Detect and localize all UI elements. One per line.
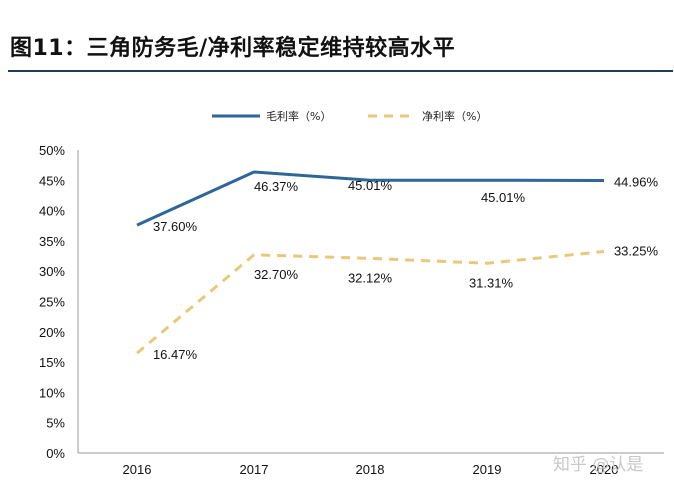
axes (77, 150, 664, 454)
data-label: 45.01% (481, 190, 526, 205)
y-tick-label: 30% (39, 264, 65, 279)
data-label: 32.12% (348, 270, 393, 285)
y-tick-label: 50% (39, 143, 65, 158)
x-tick-label: 2018 (356, 462, 385, 477)
y-tick-label: 5% (46, 416, 65, 431)
page-title: 图11：三角防务毛/净利率稳定维持较高水平 (10, 36, 456, 61)
data-label: 45.01% (348, 178, 393, 193)
x-tick-label: 2019 (473, 462, 502, 477)
legend-label-1: 毛利率（%） (266, 109, 331, 123)
y-tick-label: 25% (39, 295, 65, 310)
data-labels: 37.60% 46.37% 45.01% 45.01% 44.96% 16.47% 32.7… (153, 175, 659, 363)
data-label: 37.60% (153, 219, 198, 234)
series-line-1 (136, 170, 605, 227)
x-axis-ticks: 2016 2017 2018 2019 2020 (123, 462, 619, 477)
data-label: 33.25% (614, 244, 659, 259)
x-tick-label: 2020 (590, 462, 619, 477)
y-tick-label: 10% (39, 385, 65, 400)
y-tick-label: 45% (39, 173, 65, 188)
y-tick-label: 20% (39, 325, 65, 340)
y-tick-label: 35% (39, 234, 65, 249)
data-label: 16.47% (153, 347, 198, 362)
data-label: 46.37% (254, 179, 299, 194)
y-axis-ticks: 0% 5% 10% 15% 20% 25% 30% 35% 40% 45% 50% (39, 143, 65, 461)
y-tick-label: 0% (46, 446, 65, 461)
series-lines (136, 170, 605, 355)
legend-label-2: 净利率（%） (422, 109, 487, 123)
legend: 毛利率（%） 净利率（%） (212, 109, 487, 123)
title-underline (8, 70, 673, 72)
y-tick-label: 40% (39, 204, 65, 219)
watermark: 知乎 @认是 (553, 455, 643, 475)
series-line-2 (136, 250, 605, 355)
x-tick-label: 2017 (240, 462, 269, 477)
data-label: 32.70% (254, 267, 299, 282)
y-tick-label: 15% (39, 355, 65, 370)
x-tick-label: 2016 (123, 462, 152, 477)
data-label: 44.96% (614, 175, 659, 190)
data-label: 31.31% (469, 275, 514, 290)
